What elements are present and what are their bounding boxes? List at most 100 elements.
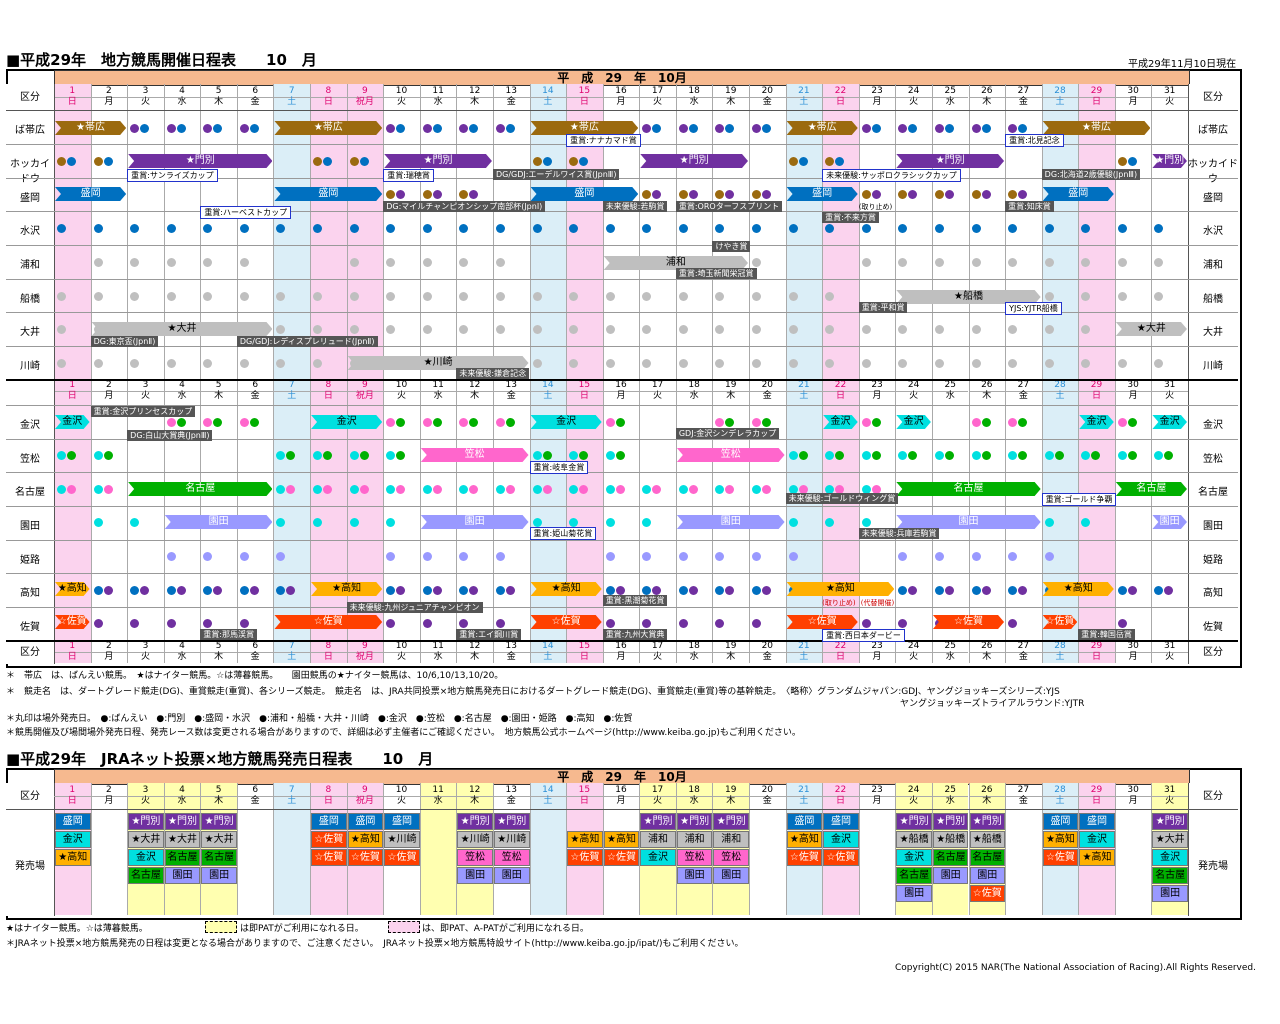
offtrack-dot xyxy=(752,190,762,199)
jra-venue-cell: 金沢 xyxy=(55,831,91,848)
offtrack-dot xyxy=(469,418,479,427)
jra-venue-cell: ★高知 xyxy=(567,831,603,848)
day-number: 2 xyxy=(90,86,128,98)
offtrack-dot xyxy=(505,124,515,133)
row-divider xyxy=(6,506,1238,507)
kochi-arrow: ★高知 xyxy=(1043,582,1114,596)
day-number-bottom: 16 xyxy=(602,641,640,653)
jra-venue-cell: ★大井 xyxy=(201,831,237,848)
offtrack-dot xyxy=(495,552,505,561)
race-event-label: 重賞:黒潮菊花賞 xyxy=(602,595,668,606)
row-divider xyxy=(6,573,1238,574)
weekday-bottom: 火 xyxy=(1165,652,1175,662)
offtrack-dot xyxy=(1008,619,1018,628)
jra-venue-cell: ☆佐賀 xyxy=(567,849,603,866)
offtrack-dot xyxy=(349,518,359,527)
offtrack-dot xyxy=(67,451,76,460)
day-number-bottom: 5 xyxy=(200,641,237,653)
row-divider xyxy=(6,178,1238,179)
offtrack-dot xyxy=(130,586,140,595)
offtrack-dot xyxy=(239,619,249,628)
morioka-arrow: 盛岡 xyxy=(1043,187,1114,201)
offtrack-dot xyxy=(459,258,469,267)
track-label-right: ホッカイドウ xyxy=(1188,159,1238,185)
track-label-right: 金沢 xyxy=(1203,420,1223,431)
jra-venue-cell: ☆佐賀 xyxy=(347,849,384,866)
offtrack-dot xyxy=(140,586,150,595)
offtrack-dot xyxy=(615,418,625,427)
offtrack-dot xyxy=(130,518,140,527)
offtrack-dot xyxy=(752,292,762,301)
kanazawa-arrow: 金沢 xyxy=(55,415,90,429)
day-number: 4 xyxy=(163,86,201,98)
label-column-left xyxy=(6,84,55,664)
jra-venue-cell: 名古屋 xyxy=(128,867,164,884)
day-number-bottom: 2 xyxy=(90,641,128,653)
offtrack-dot xyxy=(249,124,259,133)
day-number-mid: 4 xyxy=(163,380,201,392)
offtrack-dot xyxy=(908,190,918,199)
weekday: 土 xyxy=(799,97,809,107)
offtrack-dot xyxy=(1018,124,1028,133)
offtrack-dot xyxy=(569,359,579,368)
weekday: 日 xyxy=(1092,97,1102,107)
day-number-bottom: 10 xyxy=(383,641,420,653)
weekday: 火 xyxy=(140,97,150,107)
weekday-mid: 木 xyxy=(982,391,992,401)
offtrack-dot xyxy=(1154,586,1164,595)
day-number-mid: 17 xyxy=(639,380,676,392)
weekday-bottom: 祝月 xyxy=(355,652,374,662)
race-event-label: 未来優駿:九州ジュニアチャンピオン xyxy=(346,602,483,613)
offtrack-dot xyxy=(542,451,552,460)
offtrack-dot xyxy=(495,325,505,334)
offtrack-dot xyxy=(642,619,652,628)
day-number-bottom: 7 xyxy=(273,641,311,653)
legend-line-1: ＊ 帯広 は、ばんえい競馬。 ★はナイター競馬。☆は薄暮競馬。 園田競馬の★ナイ… xyxy=(6,671,504,681)
day-column xyxy=(1005,84,1042,663)
day-number-bottom: 27 xyxy=(1005,641,1042,653)
offtrack-dot xyxy=(166,552,176,561)
day-number-bottom: 23 xyxy=(858,641,896,653)
offtrack-dot xyxy=(825,292,835,301)
weekday-bottom: 土 xyxy=(543,652,553,662)
day-column xyxy=(236,84,274,663)
jra-venue-cell: 園田 xyxy=(969,867,1006,884)
offtrack-dot xyxy=(762,124,772,133)
morioka-arrow: 盛岡 xyxy=(55,187,126,201)
kubun-label: 区分 xyxy=(1203,647,1223,658)
jra-venue-cell: ☆佐賀 xyxy=(384,849,420,866)
day-number-bottom: 14 xyxy=(529,641,567,653)
jra-venue-cell: 金沢 xyxy=(640,849,676,866)
track-label-right: 高知 xyxy=(1203,588,1223,599)
jra-venue-cell: 笠松 xyxy=(713,849,750,866)
day-number-jra: 28 xyxy=(1041,785,1079,797)
weekday-jra: 水 xyxy=(945,796,955,806)
weekday-mid: 日 xyxy=(1092,391,1102,401)
offtrack-dot xyxy=(276,518,286,527)
offtrack-dot xyxy=(495,485,505,494)
weekday: 月 xyxy=(872,97,882,107)
offtrack-dot xyxy=(1117,619,1127,628)
offtrack-dot xyxy=(276,451,286,460)
offtrack-dot xyxy=(349,292,359,301)
offtrack-dot xyxy=(871,418,881,427)
offtrack-dot xyxy=(605,359,615,368)
day-number-mid: 15 xyxy=(566,380,603,392)
weekday-mid: 日 xyxy=(835,391,845,401)
kanazawa-arrow: 金沢 xyxy=(1079,415,1114,429)
sonoda-arrow: 園田 xyxy=(421,515,529,529)
offtrack-dot xyxy=(396,418,406,427)
offtrack-dot xyxy=(495,586,505,595)
weekday-mid: 水 xyxy=(177,391,187,401)
offtrack-dot xyxy=(422,619,432,628)
race-event-label: DG:北海道2歳優駿(JpnⅢ) xyxy=(1041,169,1141,180)
jra-venue-cell: ★船橋 xyxy=(969,831,1006,848)
offtrack-dot xyxy=(898,258,908,267)
offtrack-dot xyxy=(605,485,615,494)
offtrack-dot xyxy=(57,292,66,301)
jra-kubun-left: 区分 xyxy=(20,791,40,802)
offtrack-dot xyxy=(57,359,66,368)
day-column xyxy=(858,783,896,915)
day-column xyxy=(273,783,311,915)
month-band: 平 成 29 年 10月 xyxy=(54,70,1190,86)
